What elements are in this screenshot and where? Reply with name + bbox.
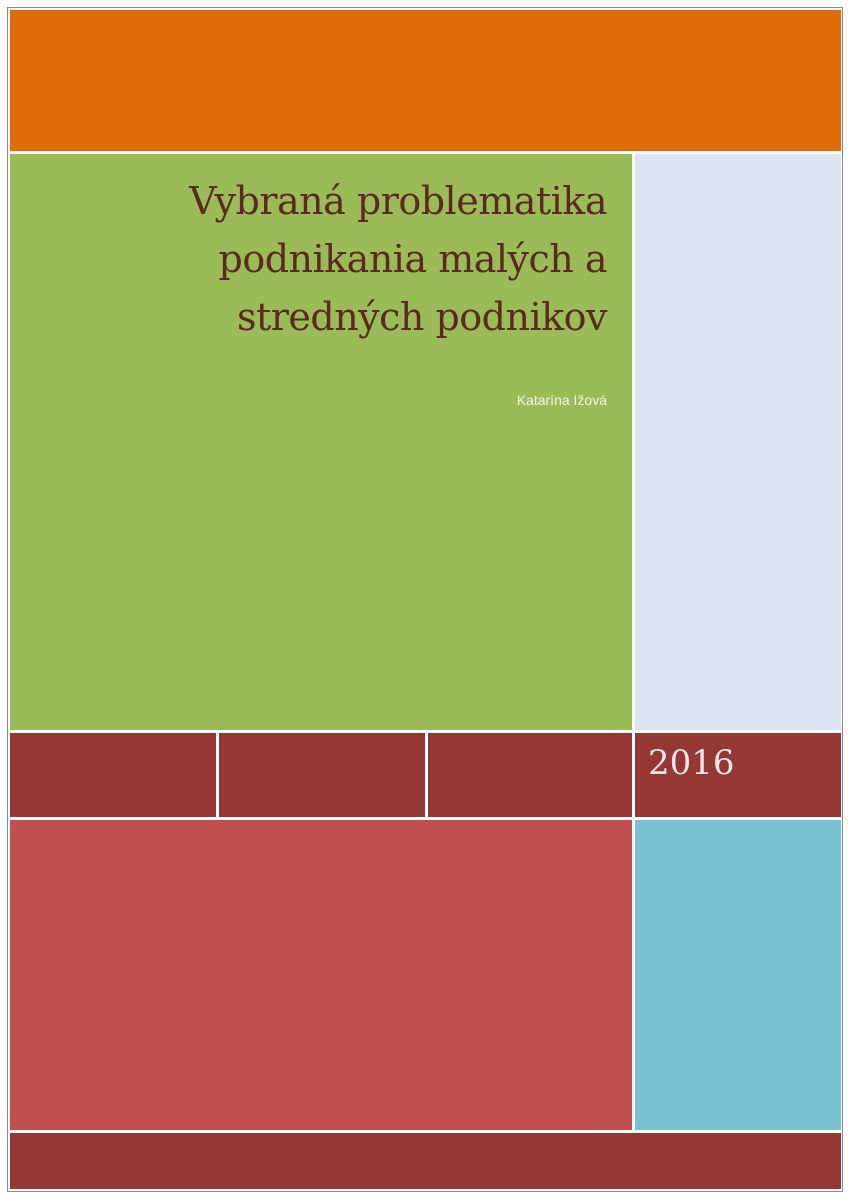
title-panel: Vybraná problematika podnikania malých a… bbox=[10, 154, 632, 730]
orange-header-band bbox=[10, 10, 841, 151]
dark-red-cell bbox=[219, 733, 425, 817]
year-cell: 2016 bbox=[635, 733, 841, 817]
title-line: stredných podnikov bbox=[236, 295, 608, 339]
title-line: Vybraná problematika bbox=[189, 179, 607, 223]
light-blue-panel bbox=[635, 154, 841, 730]
title-line: podnikania malých a bbox=[218, 237, 608, 281]
author-name: Katarína Ižová bbox=[516, 392, 607, 408]
dark-red-cell bbox=[428, 733, 632, 817]
red-panel bbox=[10, 820, 632, 1130]
bottom-band bbox=[10, 1133, 841, 1189]
dark-red-cell bbox=[10, 733, 216, 817]
publication-year: 2016 bbox=[648, 743, 735, 783]
cyan-panel bbox=[635, 820, 841, 1130]
document-title: Vybraná problematika podnikania malých a… bbox=[47, 172, 607, 346]
